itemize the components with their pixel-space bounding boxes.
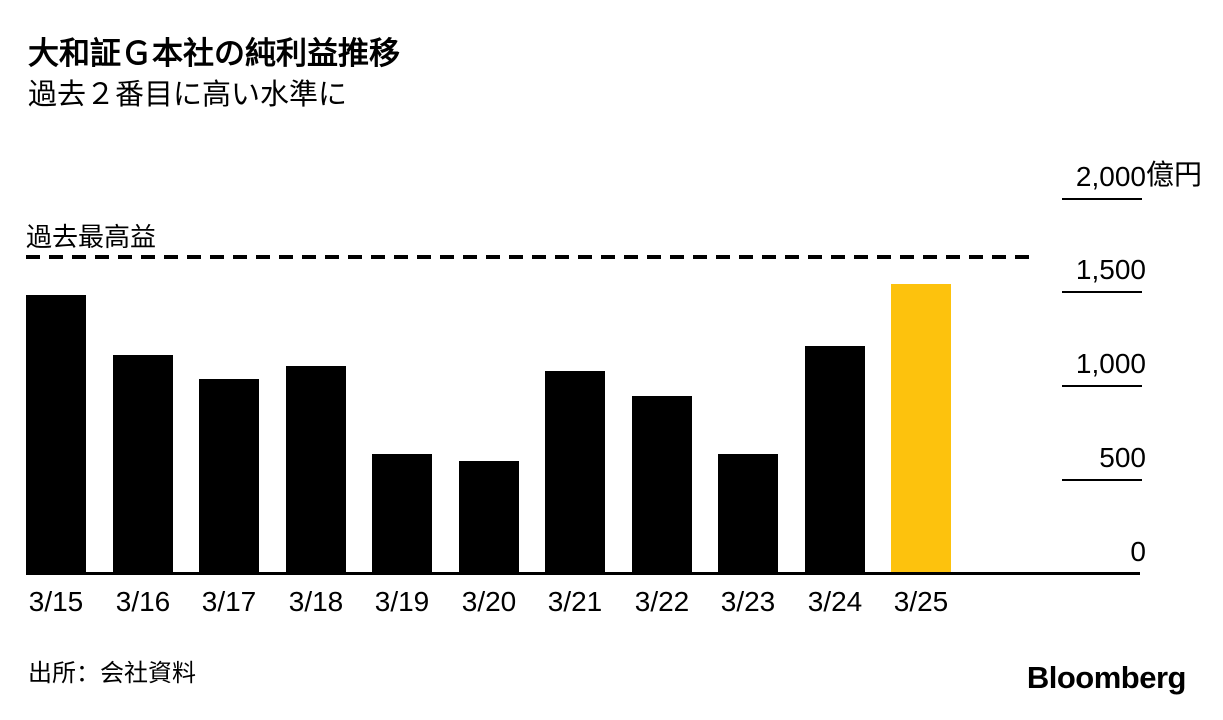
bar-highlight-3/25: [891, 284, 951, 574]
x-axis-label-3/18: 3/18: [288, 586, 344, 617]
bar-3/16: [113, 355, 173, 574]
x-axis-label-3/19: 3/19: [374, 586, 430, 617]
chart-title: 大和証Ｇ本社の純利益推移: [28, 36, 400, 71]
x-axis-label-3/17: 3/17: [201, 586, 257, 617]
bar-3/22: [632, 396, 692, 574]
x-axis-label-3/16: 3/16: [115, 586, 171, 617]
chart-subtitle: 過去２番目に高い水準に: [28, 79, 348, 111]
y-tick-500: [1062, 479, 1142, 481]
bar-3/19: [372, 454, 432, 574]
bar-3/21: [545, 371, 605, 574]
x-axis-label-3/21: 3/21: [547, 586, 603, 617]
y-tick-label-500: 500: [1099, 442, 1146, 473]
x-axis-label-3/25: 3/25: [893, 586, 949, 617]
bar-3/18: [286, 366, 346, 574]
y-tick-number: 2,000: [1075, 161, 1146, 192]
y-tick-1000: [1062, 385, 1142, 387]
x-axis-label-3/22: 3/22: [634, 586, 690, 617]
bar-3/15: [26, 295, 86, 574]
x-axis-label-3/20: 3/20: [461, 586, 517, 617]
x-axis-label-3/15: 3/15: [28, 586, 84, 617]
bar-3/20: [459, 461, 519, 574]
y-tick-label-1000: 1,000: [1075, 348, 1146, 379]
source-note: 出所：会社資料: [28, 660, 196, 687]
y-tick-2000: [1062, 198, 1142, 200]
x-axis-label-3/23: 3/23: [720, 586, 776, 617]
y-tick-label-0: 0: [1130, 536, 1146, 567]
record-high-dashed-line: [26, 255, 1032, 259]
bar-3/23: [718, 454, 778, 574]
y-tick-label-2000: 2,000 億円: [0, 161, 1202, 192]
bar-3/24: [805, 346, 865, 574]
y-tick-label-1500: 1,500: [1075, 254, 1146, 285]
record-high-label: 過去最高益: [26, 222, 157, 252]
x-axis-line: [26, 572, 1140, 575]
y-tick-1500: [1062, 291, 1142, 293]
y-axis-unit: 億円: [1146, 159, 1203, 190]
bloomberg-logo: Bloomberg: [1026, 660, 1187, 695]
x-axis-label-3/24: 3/24: [807, 586, 863, 617]
bar-3/17: [199, 379, 259, 574]
